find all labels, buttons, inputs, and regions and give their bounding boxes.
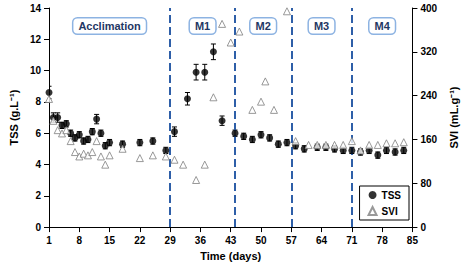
svg-text:M4: M4: [374, 20, 390, 32]
svg-text:240: 240: [420, 90, 437, 101]
svg-text:85: 85: [407, 235, 419, 246]
svg-text:15: 15: [104, 235, 116, 246]
svg-text:Time (days): Time (days): [200, 250, 261, 262]
svg-text:71: 71: [346, 235, 358, 246]
svg-text:M2: M2: [256, 20, 271, 32]
svg-text:320: 320: [420, 46, 437, 57]
svg-text:M1: M1: [195, 20, 210, 32]
svg-text:400: 400: [420, 3, 437, 14]
svg-text:57: 57: [286, 235, 298, 246]
svg-text:12: 12: [30, 34, 42, 45]
svg-text:TSS (g.L⁻¹): TSS (g.L⁻¹): [8, 89, 20, 145]
svg-text:160: 160: [420, 134, 437, 145]
svg-text:SVI (mL.g⁻¹): SVI (mL.g⁻¹): [448, 86, 460, 148]
svg-text:4: 4: [35, 159, 41, 170]
svg-text:0: 0: [35, 222, 41, 233]
svg-text:M3: M3: [314, 20, 329, 32]
svg-text:50: 50: [255, 235, 267, 246]
svg-text:TSS: TSS: [382, 190, 402, 201]
svg-text:14: 14: [30, 3, 42, 14]
svg-text:8: 8: [35, 96, 41, 107]
svg-text:6: 6: [35, 128, 41, 139]
svg-text:2: 2: [35, 190, 41, 201]
svg-text:Acclimation: Acclimation: [78, 20, 141, 32]
svg-text:SVI: SVI: [382, 206, 398, 217]
svg-text:8: 8: [77, 235, 83, 246]
svg-text:10: 10: [30, 65, 42, 76]
svg-text:0: 0: [420, 222, 426, 233]
svg-text:36: 36: [195, 235, 207, 246]
svg-text:78: 78: [377, 235, 389, 246]
svg-text:22: 22: [134, 235, 146, 246]
svg-text:1: 1: [46, 235, 52, 246]
svg-text:29: 29: [165, 235, 177, 246]
svg-text:64: 64: [316, 235, 328, 246]
svg-text:80: 80: [420, 178, 432, 189]
svg-text:43: 43: [225, 235, 237, 246]
